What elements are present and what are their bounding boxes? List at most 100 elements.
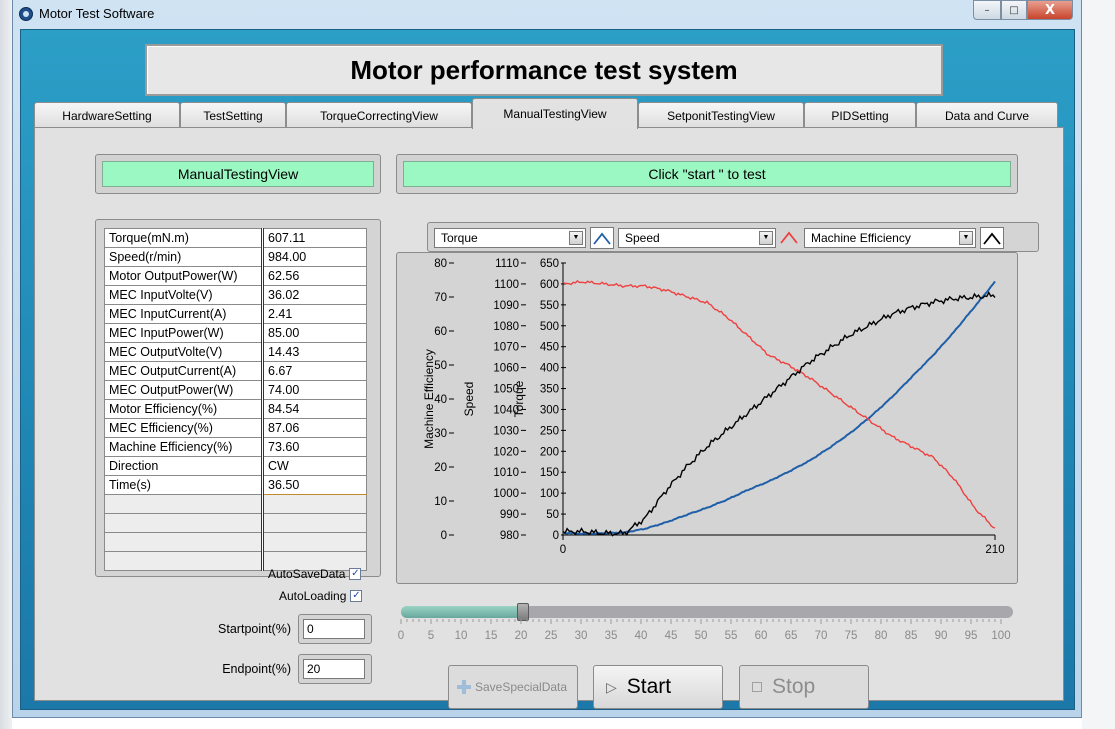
reading-value: 85.00 — [262, 323, 367, 343]
torque-legend-swatch[interactable] — [590, 227, 614, 249]
series-selector-bar: Torque ▼ Speed ▼ Machine Efficiency ▼ — [427, 222, 1039, 252]
speed-legend-swatch[interactable] — [778, 227, 802, 249]
axis-title: Torque — [512, 380, 526, 417]
table-row: MEC OutputPower(W) 74.00 — [104, 380, 367, 400]
banner-title: Motor performance test system — [350, 54, 738, 85]
left-header-text: ManualTestingView — [102, 161, 374, 187]
close-icon: X — [1044, 2, 1056, 18]
reading-name: MEC InputVolte(V) — [104, 285, 264, 305]
start-label: Start — [626, 675, 672, 698]
reading-name: Machine Efficiency(%) — [104, 437, 264, 457]
axis-tick-label: 1030 — [493, 425, 519, 437]
axis-tick-label: 150 — [540, 467, 559, 479]
endpoint-input[interactable] — [303, 659, 365, 679]
x-tick-label: 0 — [560, 544, 566, 556]
plus-icon — [457, 680, 471, 694]
slider-tick-label: 80 — [875, 630, 888, 642]
app-logo-icon — [19, 7, 33, 21]
torque-series-select[interactable]: Torque ▼ — [434, 228, 586, 248]
reading-name: Time(s) — [104, 475, 264, 495]
empty-row — [104, 532, 367, 552]
slider-tick-label: 70 — [815, 630, 828, 642]
axis-tick-label: 1070 — [493, 342, 519, 354]
save-special-data-button[interactable]: SaveSpecialData — [448, 665, 578, 709]
tab-manual-testing-view[interactable]: ManualTestingView — [472, 98, 638, 129]
axis-tick-label: 1090 — [493, 300, 519, 312]
axis-tick-label: 40 — [434, 394, 447, 406]
autoload-row: AutoLoading ✓ — [279, 589, 363, 603]
reading-name: MEC InputCurrent(A) — [104, 304, 264, 324]
endpoint-frame — [298, 654, 372, 684]
tab-hardware-setting[interactable]: HardwareSetting — [34, 102, 180, 128]
tab-torque-correcting-view[interactable]: TorqueCorrectingView — [286, 102, 472, 128]
speed-series-select[interactable]: Speed ▼ — [618, 228, 776, 248]
reading-value: 14.43 — [262, 342, 367, 362]
empty-cell — [104, 551, 264, 571]
reading-name: Motor Efficiency(%) — [104, 399, 264, 419]
stop-button[interactable]: Stop — [739, 665, 869, 709]
window-controls: – □ X — [973, 0, 1073, 20]
title-bar[interactable]: Motor Test Software – □ X — [13, 0, 1081, 28]
axis-tick-label: 1110 — [495, 258, 519, 270]
series-line-speed — [562, 279, 996, 529]
window-title: Motor Test Software — [39, 6, 155, 21]
efficiency-legend-swatch[interactable] — [980, 227, 1004, 249]
reading-name: MEC InputPower(W) — [104, 323, 264, 343]
empty-cell — [104, 494, 264, 514]
reading-value: CW — [262, 456, 367, 476]
minimize-button[interactable]: – — [973, 0, 1001, 20]
reading-value: 984.00 — [262, 247, 367, 267]
left-header: ManualTestingView — [95, 154, 381, 194]
axis-tick-label: 50 — [434, 360, 447, 372]
empty-cell — [262, 494, 367, 514]
dropdown-arrow-icon[interactable]: ▼ — [569, 231, 583, 245]
stop-icon — [752, 682, 762, 692]
startpoint-label: Startpoint(%) — [218, 622, 291, 636]
slider-tick-label: 100 — [991, 630, 1010, 642]
axis-tick-label: 20 — [434, 462, 447, 474]
autosave-checkbox[interactable]: ✓ — [349, 568, 362, 580]
desktop-edge-left — [0, 0, 12, 729]
efficiency-series-select[interactable]: Machine Efficiency ▼ — [804, 228, 976, 248]
play-icon: ▷ — [606, 678, 617, 695]
reading-value: 87.06 — [262, 418, 367, 438]
maximize-button[interactable]: □ — [1001, 0, 1027, 20]
range-slider-fill — [401, 606, 524, 618]
startpoint-input[interactable] — [303, 619, 365, 639]
autoload-checkbox[interactable]: ✓ — [350, 590, 363, 602]
close-button[interactable]: X — [1027, 0, 1073, 20]
axis-tick-label: 50 — [546, 509, 559, 521]
app-window: Motor Test Software – □ X Motor performa… — [12, 0, 1082, 718]
tab-data-and-curve[interactable]: Data and Curve — [916, 102, 1058, 128]
range-slider-thumb[interactable] — [517, 603, 530, 621]
tab-setpoint-testing-view[interactable]: SetponitTestingView — [638, 102, 804, 128]
dropdown-arrow-icon[interactable]: ▼ — [759, 231, 773, 245]
empty-cell — [104, 513, 264, 533]
axis-tick-label: 1060 — [493, 363, 519, 375]
axis-title: Machine Efficiency — [422, 349, 436, 449]
slider-tick-label: 25 — [545, 630, 558, 642]
axis-title: Speed — [462, 382, 476, 417]
axis-tick-label: 250 — [540, 425, 559, 437]
tab-bar: HardwareSetting TestSetting TorqueCorrec… — [34, 98, 1064, 129]
check-icon: ✓ — [351, 568, 360, 579]
slider-tick-label: 0 — [398, 630, 404, 642]
reading-value: 62.56 — [262, 266, 367, 286]
slider-tick-label: 65 — [785, 630, 798, 642]
speed-series-value: Speed — [625, 231, 660, 245]
axis-tick-label: 30 — [434, 428, 447, 440]
tab-pid-setting[interactable]: PIDSetting — [804, 102, 916, 128]
autosave-row: AutoSaveData ✓ — [268, 567, 362, 581]
banner: Motor performance test system — [145, 44, 943, 96]
empty-row — [104, 513, 367, 533]
chart-panel: 80 70 60 50 40 30 20 10 0 Machine Efficiency 1110 1… — [396, 252, 1018, 584]
axis-tick-label: 300 — [540, 404, 559, 416]
efficiency-series-value: Machine Efficiency — [811, 231, 911, 245]
maximize-icon: □ — [1009, 4, 1019, 16]
dropdown-arrow-icon[interactable]: ▼ — [959, 231, 973, 245]
reading-value: 36.02 — [262, 285, 367, 305]
start-button[interactable]: ▷ Start — [593, 665, 723, 709]
tab-test-setting[interactable]: TestSetting — [180, 102, 286, 128]
axis-tick-label: 10 — [434, 496, 447, 508]
range-slider-track[interactable] — [401, 603, 1013, 621]
